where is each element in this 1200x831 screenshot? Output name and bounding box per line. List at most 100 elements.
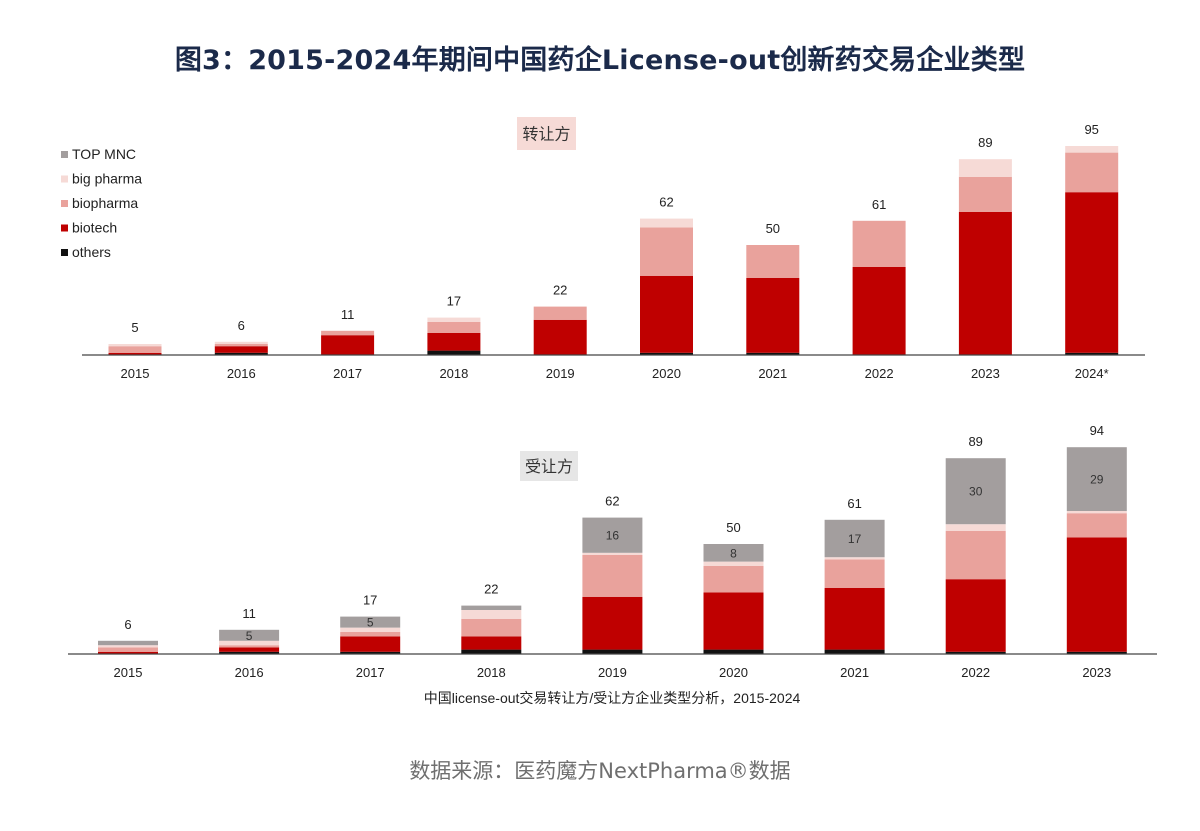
- legend-swatch: [61, 224, 68, 232]
- x-tick-label: 2021: [840, 665, 869, 680]
- bar-segment-biotech: [108, 352, 162, 355]
- bar-segment-biopharma: [321, 330, 375, 336]
- bar-segment-biopharma: [1066, 513, 1127, 538]
- bar-segment-others: [340, 651, 401, 654]
- x-tick-label: 2024*: [1075, 366, 1109, 381]
- x-tick-label: 2016: [227, 366, 256, 381]
- segment-value-label: 30: [969, 485, 983, 499]
- bar-segment-others: [746, 352, 800, 355]
- legend-item-label: biopharma: [72, 195, 138, 211]
- bar-segment-biopharma: [703, 566, 764, 593]
- x-tick-label: 2017: [356, 665, 385, 680]
- bar-segment-biopharma: [945, 530, 1006, 580]
- bar-segment-big-pharma: [640, 218, 693, 228]
- bar-total-label: 17: [447, 294, 461, 309]
- bar-segment-biotech: [461, 636, 522, 650]
- bar-segment-big-pharma: [703, 561, 764, 566]
- x-tick-label: 2019: [546, 366, 575, 381]
- bar-segment-biopharma: [746, 245, 800, 278]
- bar-segment-top-mnc: [340, 616, 401, 628]
- bar-segment-big-pharma: [582, 552, 643, 555]
- bar-segment-big-pharma: [461, 610, 522, 619]
- bar-total-label: 11: [341, 307, 355, 322]
- bar-total-label: 22: [484, 582, 498, 597]
- panel-label: 受让方: [525, 458, 573, 476]
- data-source: 数据来源：医药魔方NextPharma®数据: [409, 759, 791, 783]
- bar-segment-biopharma: [219, 645, 280, 648]
- bar-segment-biotech: [214, 346, 268, 353]
- bar-segment-biotech: [746, 278, 800, 353]
- bar-total-label: 94: [1090, 423, 1104, 438]
- bar-segment-biotech: [958, 212, 1012, 355]
- bar-segment-big-pharma: [945, 524, 1006, 531]
- legend-swatch: [61, 151, 68, 158]
- bar-segment-biopharma: [108, 346, 162, 353]
- chart-title: 图3：2015-2024年期间中国药企License-out创新药交易企业类型: [174, 45, 1026, 76]
- segment-value-label: 8: [730, 546, 737, 560]
- bar-segment-biopharma: [852, 220, 906, 267]
- bar-segment-others: [219, 651, 280, 654]
- bar-segment-others: [214, 352, 268, 355]
- x-tick-label: 2018: [477, 665, 506, 680]
- bar-total-label: 6: [238, 318, 245, 333]
- x-tick-label: 2021: [758, 366, 787, 381]
- bar-segment-biotech: [640, 275, 693, 353]
- legend-item-label: big pharma: [72, 171, 142, 187]
- legend-item-label: biotech: [72, 220, 117, 236]
- panel-label-box: [520, 451, 578, 481]
- bar-segment-top-mnc: [824, 519, 885, 558]
- bar-total-label: 17: [363, 593, 377, 608]
- chart-caption: 中国license-out交易转让方/受让方企业类型分析，2015-2024: [424, 690, 801, 706]
- x-tick-label: 2020: [719, 665, 748, 680]
- bar-segment-big-pharma: [98, 645, 158, 648]
- bar-segment-biopharma: [582, 555, 643, 597]
- bar-segment-top-mnc: [1066, 447, 1127, 511]
- bar-segment-biotech: [945, 579, 1006, 652]
- legend-swatch: [61, 200, 68, 207]
- bar-segment-top-mnc: [219, 629, 280, 641]
- legend-item-label: others: [72, 244, 111, 260]
- x-tick-label: 2017: [333, 366, 362, 381]
- bar-segment-biotech: [321, 335, 375, 355]
- bar-total-label: 61: [872, 197, 886, 212]
- x-tick-label: 2023: [1082, 665, 1111, 680]
- bar-segment-big-pharma: [824, 557, 885, 560]
- bar-segment-others: [703, 649, 764, 654]
- segment-value-label: 17: [848, 532, 862, 546]
- segment-value-label: 5: [246, 629, 253, 643]
- bar-total-label: 11: [242, 606, 256, 621]
- bar-segment-biopharma: [533, 306, 587, 320]
- x-tick-label: 2019: [598, 665, 627, 680]
- bar-segment-biotech: [340, 636, 401, 652]
- bar-segment-others: [461, 649, 522, 654]
- segment-value-label: 29: [1090, 473, 1104, 487]
- bar-segment-biopharma: [958, 176, 1012, 212]
- bar-segment-big-pharma: [958, 159, 1012, 177]
- bar-segment-biopharma: [214, 344, 268, 347]
- legend-item-label: TOP MNC: [72, 146, 136, 162]
- bar-segment-big-pharma: [108, 344, 162, 347]
- bar-segment-big-pharma: [219, 640, 280, 646]
- bar-segment-biotech: [1066, 537, 1127, 652]
- bar-segment-biopharma: [98, 647, 158, 652]
- bar-total-label: 62: [605, 494, 619, 509]
- bar-total-label: 61: [847, 496, 861, 511]
- bar-segment-biotech: [1065, 192, 1119, 353]
- x-tick-label: 2015: [114, 665, 143, 680]
- bar-segment-top-mnc: [582, 517, 643, 553]
- bar-total-label: 89: [978, 135, 992, 150]
- bar-segment-others: [1065, 352, 1119, 355]
- x-tick-label: 2015: [121, 366, 150, 381]
- bar-total-label: 50: [726, 520, 740, 535]
- bar-segment-biotech: [98, 651, 158, 654]
- segment-value-label: 16: [606, 529, 620, 543]
- bar-segment-biotech: [533, 319, 587, 355]
- bar-segment-big-pharma: [214, 341, 268, 344]
- x-tick-label: 2016: [235, 665, 264, 680]
- bar-segment-top-mnc: [98, 640, 158, 646]
- bar-segment-big-pharma: [1065, 146, 1119, 153]
- bar-segment-top-mnc: [945, 458, 1006, 525]
- bar-segment-big-pharma: [427, 317, 481, 322]
- segment-value-label: 5: [367, 616, 374, 630]
